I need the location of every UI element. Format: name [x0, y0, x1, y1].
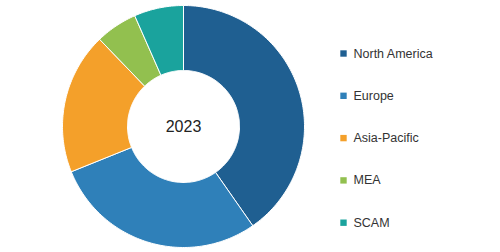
svg-text:Europe: Europe — [354, 89, 394, 103]
svg-text:North America: North America — [354, 47, 433, 61]
svg-text:2023: 2023 — [166, 118, 202, 135]
svg-text:SCAM: SCAM — [354, 216, 390, 230]
svg-text:Asia-Pacific: Asia-Pacific — [354, 131, 419, 145]
svg-text:MEA: MEA — [354, 173, 382, 187]
